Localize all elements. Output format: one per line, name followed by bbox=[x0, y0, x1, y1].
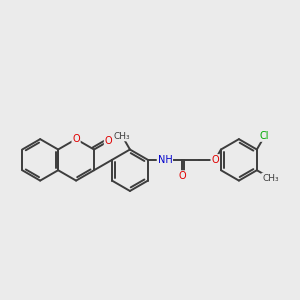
Text: O: O bbox=[178, 171, 186, 181]
Text: O: O bbox=[72, 134, 80, 144]
Text: CH₃: CH₃ bbox=[262, 173, 279, 182]
Text: O: O bbox=[211, 155, 219, 165]
Text: Cl: Cl bbox=[260, 131, 269, 141]
Text: NH: NH bbox=[158, 155, 172, 165]
Text: O: O bbox=[105, 136, 112, 146]
Text: CH₃: CH₃ bbox=[114, 131, 130, 140]
